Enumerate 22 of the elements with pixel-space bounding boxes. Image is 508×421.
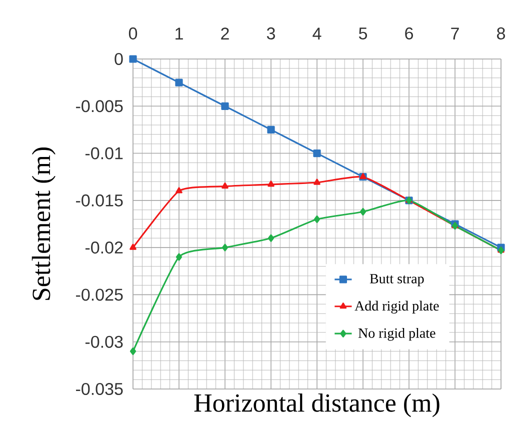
- y-tick-label: -0.005: [76, 100, 123, 112]
- y-tick-label: -0.015: [76, 194, 123, 206]
- y-axis-title: Settlement (m): [32, 148, 56, 300]
- x-tick-label: 0: [128, 27, 138, 40]
- y-tick-label: -0.035: [76, 382, 123, 396]
- x-tick-label: 4: [312, 28, 322, 40]
- legend-label: Add rigid plate: [354, 300, 439, 314]
- legend-label: Butt strap: [370, 274, 424, 286]
- y-tick-label: -0.03: [85, 336, 123, 348]
- legend-label: No rigid plate: [358, 328, 436, 341]
- x-tick-label: 7: [451, 28, 459, 40]
- x-tick-label: 3: [266, 27, 275, 40]
- y-tick-label: 0: [114, 52, 123, 66]
- y-tick-label: -0.025: [76, 288, 123, 301]
- x-tick-label: 1: [176, 28, 183, 40]
- x-tick-label: 6: [405, 27, 413, 40]
- x-tick-label: 2: [221, 28, 229, 40]
- y-tick-label: -0.02: [85, 242, 123, 254]
- x-axis-title: Horizontal distance (m): [194, 394, 440, 418]
- y-tick-label: -0.01: [85, 147, 123, 160]
- x-tick-label: 5: [358, 28, 368, 40]
- x-tick-label: 8: [497, 27, 505, 40]
